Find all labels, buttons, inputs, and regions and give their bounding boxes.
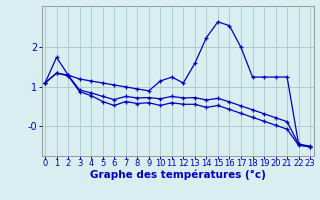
- X-axis label: Graphe des températures (°c): Graphe des températures (°c): [90, 170, 266, 180]
